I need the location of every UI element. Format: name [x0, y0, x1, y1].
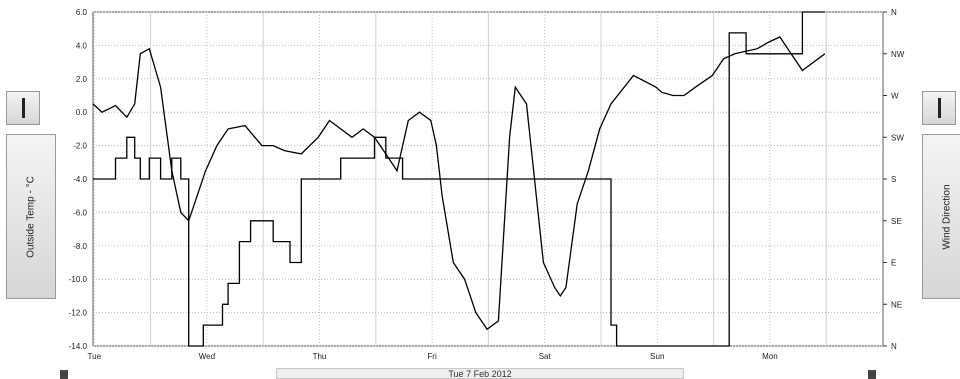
scroll-right-button[interactable]	[868, 370, 876, 379]
right-tick-label: SW	[891, 133, 904, 142]
right-tick-label: N	[891, 8, 897, 17]
series-group	[92, 11, 826, 347]
left-tick-label: -6.0	[73, 208, 87, 217]
x-tick-label: Thu	[313, 352, 327, 361]
left-tick-label: 4.0	[76, 41, 88, 50]
left-tick-label: -2.0	[73, 142, 87, 151]
left-tick-label: 2.0	[76, 75, 88, 84]
left-axis-ticks: 6.0 4.0 2.0 0.0 -2.0 -4.0 -6.0 -8.0 -10.0 -12.0 -1…	[69, 8, 88, 351]
collapse-bar-icon	[22, 98, 25, 118]
right-tick-label: S	[891, 175, 896, 184]
right-tick-label: NW	[891, 50, 905, 59]
series-line-temperature	[92, 36, 826, 331]
left-collapse-button[interactable]	[6, 91, 40, 125]
x-tick-label: Fri	[427, 352, 437, 361]
date-label: Tue 7 Feb 2012	[448, 369, 512, 379]
right-tick-label: SE	[891, 217, 902, 226]
left-tick-label: -10.0	[69, 275, 88, 284]
right-axis-label-panel[interactable]: Wind Direction	[922, 134, 960, 299]
x-tick-label: Tue	[88, 352, 102, 361]
series-line-wind	[93, 11, 825, 347]
collapse-bar-icon	[938, 98, 941, 118]
left-tick-label: -4.0	[73, 175, 87, 184]
scroll-left-button[interactable]	[60, 370, 68, 379]
left-tick-label: 6.0	[76, 8, 88, 17]
right-collapse-button[interactable]	[922, 91, 956, 125]
left-tick-label: -12.0	[69, 309, 88, 318]
right-tick-label: W	[891, 92, 899, 101]
right-tick-label: N	[891, 342, 897, 351]
left-tick-label: -8.0	[73, 242, 87, 251]
x-axis-ticks: Tue Wed Thu Fri Sat Sun Mon	[88, 352, 778, 361]
left-tick-label: -14.0	[69, 342, 88, 351]
left-tick-label: 0.0	[76, 108, 88, 117]
left-axis-label-panel[interactable]: Outside Temp - °C	[6, 134, 56, 299]
date-scrollbar[interactable]: Tue 7 Feb 2012	[276, 368, 684, 379]
x-tick-label: Wed	[199, 352, 215, 361]
right-axis-ticks: N NW W SW S SE E NE N	[883, 8, 905, 351]
right-tick-label: E	[891, 259, 896, 268]
x-tick-label: Mon	[762, 352, 778, 361]
x-tick-label: Sat	[539, 352, 552, 361]
right-tick-label: NE	[891, 300, 902, 309]
x-tick-label: Sun	[650, 352, 664, 361]
